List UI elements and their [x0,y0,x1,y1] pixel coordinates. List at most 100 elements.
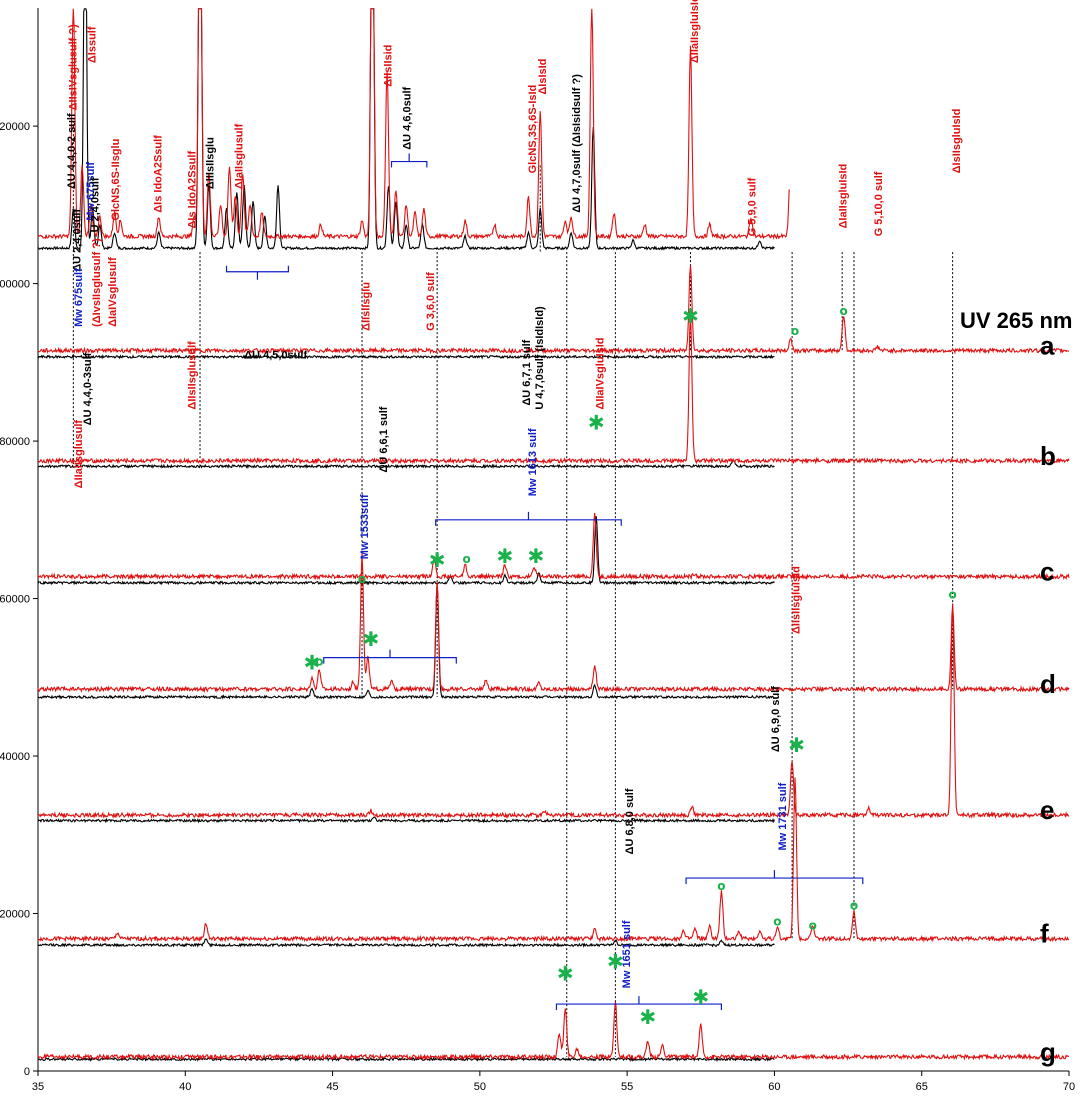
star-marker: ✱ [692,985,709,1009]
circle-marker: o [358,572,366,586]
x-tick-label: 60 [768,1081,780,1093]
star-marker: ✱ [497,544,514,568]
bracket [685,870,864,885]
x-tick-label: 55 [621,1081,633,1093]
peak-annotation: ΔIIsIIsglusulf [187,341,199,410]
x-tick-label: 35 [32,1081,44,1093]
star-marker: ✱ [429,548,446,572]
trace-label-a: a [1040,331,1055,361]
bracket [435,511,622,526]
peak-annotation: Mw 675sulf [73,268,85,327]
red-trace [37,777,1070,943]
bracket [323,649,457,664]
peak-annotation: ΔIIaIVsgluIsId [595,337,607,409]
peak-annotation: ΔU 6,9,0 sulf [770,686,782,752]
x-tick-label: 45 [326,1081,338,1093]
star-marker: ✱ [304,650,321,674]
black-trace [37,816,775,824]
peak-annotation: G 5,10,0 sulf [873,171,885,236]
peak-annotation: Mw 1613 sulf [527,428,539,496]
peak-annotation: GlcNS,6S-IIsglu [110,139,122,221]
peak-annotation: ΔU 4,4,0-2 sulf [66,113,78,189]
annotations: ΔIIsIVsglusulf ?) ΔIssulf ΔU 4,4,0-2 sulf M… [66,0,963,988]
peak-annotation: Mw 1731 sulf [777,782,789,850]
trace-labels: a b c d e f g [1040,331,1056,1067]
dashed-guide-lines [72,126,954,1057]
x-tick-label: 50 [474,1081,486,1093]
peak-annotation: ΔIaIIsglusulf [234,123,246,189]
trace-label-c: c [1040,557,1054,587]
star-marker: ✱ [607,950,624,974]
peak-annotation: ΔIaIVsglusulf [107,257,119,327]
bracket [225,265,289,280]
x-tick-label: 40 [179,1081,191,1093]
y-tick-label: 120000 [0,121,30,133]
black-trace [37,583,775,700]
y-tick-label: 100000 [0,279,30,291]
x-tick-label: 65 [916,1081,928,1093]
peak-annotation: (ΔIvsIIsglusulf ?) [91,238,103,327]
circle-marker: o [773,914,781,928]
star-marker: ✱ [588,410,605,434]
peak-annotation: ΔIIaIIsglusulf [73,420,85,489]
peak-annotation: Mw 675sulf [85,162,97,221]
red-trace [37,603,1070,820]
trace-label-e: e [1040,795,1054,825]
star-marker: ✱ [788,733,805,757]
star-marker: ✱ [639,1005,656,1029]
peak-annotation: ΔIIaIIsgluIsId [689,0,701,63]
peak-annotation: ΔU 6,6,1 sulf [378,406,390,472]
peak-markers: ✱oo✱o✱ o ✱ ✱✱o✱o✱oo oo✱ ✱✱✱ [304,304,957,1029]
peak-annotation: ΔIsIIsgluIsId [951,109,963,174]
circle-marker: o [717,879,725,893]
peak-annotation: ΔIs IdoA2Ssulf [153,135,165,213]
red-trace [37,265,1070,355]
peak-annotation: ΔU 4,6,0sulf [402,86,414,149]
trace-label-d: d [1040,669,1056,699]
peak-annotation: ΔU 6,8,0 sulf [624,788,636,854]
red-trace [37,512,1070,581]
peak-annotation: ΔU 6,7,1 sulf [521,339,533,405]
star-marker: ✱ [362,627,379,651]
peak-annotation: ΔIIIsIIsglu [204,137,216,189]
black-trace [37,938,775,948]
peak-annotation: ΔIIsIIsid [382,45,394,87]
peak-annotation: G 3,6,0 sulf [425,272,437,331]
circle-marker: o [315,654,323,668]
peak-annotation: ΔIaIIsgluIsId [838,164,850,229]
star-marker: ✱ [682,304,699,328]
trace-label-b: b [1040,441,1056,471]
star-marker: ✱ [527,544,544,568]
brackets [225,153,864,1011]
red-trace [37,1001,1070,1061]
peak-annotation: ΔU 4,4,0-3sulf [82,352,94,425]
circle-marker: o [840,304,848,318]
red-trace [37,8,790,241]
peak-annotation: ΔU 4,7,0sulf (ΔIsIsidsulf ?) [571,74,583,213]
bracket [390,153,428,168]
peak-annotation: ΔIIsIVsglusulf ?) [67,24,79,110]
circle-marker: o [809,918,817,932]
peak-annotation: U 2,4,0sulf [89,177,101,232]
peak-annotation: ΔU 2,4,0sulf [72,209,84,272]
x-tick-label: 70 [1063,1081,1075,1093]
red-trace [37,553,1070,694]
peak-annotation: Mw 1533sulf [359,494,371,559]
y-tick-label: 0 [24,1066,30,1078]
black-trace [37,1056,775,1063]
y-tick-label: 20000 [0,909,30,921]
y-tick-label: 40000 [0,751,30,763]
trace-label-g: g [1040,1037,1056,1067]
bracket [555,996,723,1011]
peak-annotation: G 5,9,0 sulf [746,177,758,236]
axes: 35 40 45 50 55 60 65 70 0 20000 40000 60000 80000 100… [0,8,1075,1093]
peak-annotation: ΔU 4,5,0sulf [244,349,307,361]
peak-annotation: GlcNS,3S,6S-IsId [527,85,539,174]
circle-marker: o [850,899,858,913]
chromatogram-traces [37,8,1070,1063]
peak-annotation: ΔIIsIIsglu [360,282,372,331]
red-trace [37,315,1070,465]
circle-marker: o [791,324,799,338]
peak-annotation: ΔIssulf [86,26,98,63]
